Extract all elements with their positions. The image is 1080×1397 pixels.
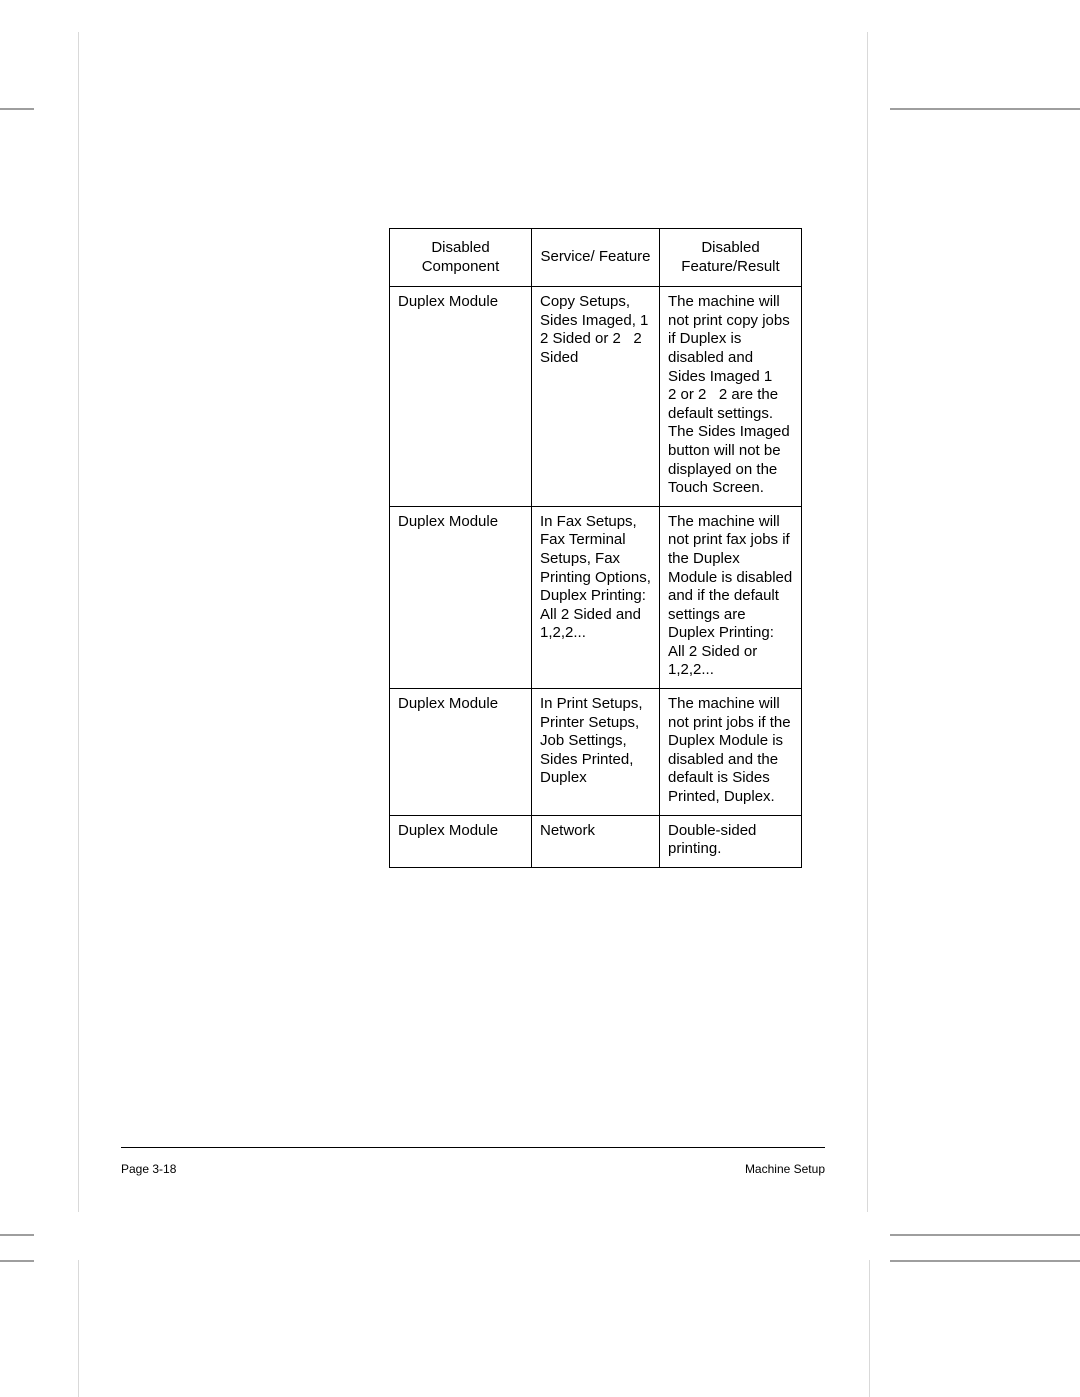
table-row: Duplex Module Network Double-sided print… — [390, 815, 802, 867]
cell-text: The machine will not print fax jobs if t… — [668, 513, 796, 679]
crop-mark — [0, 108, 34, 110]
cell-text: Double-sided printing. — [668, 822, 761, 858]
cell-component: Duplex Module — [390, 689, 532, 816]
duplex-table-wrap: Disabled Component Service/ Feature Disa… — [389, 228, 801, 868]
cell-component: Duplex Module — [390, 287, 532, 507]
table-row: Duplex Module Copy Setups, Sides Imaged,… — [390, 287, 802, 507]
cell-result: The machine will not print jobs if the D… — [660, 689, 802, 816]
crop-mark — [890, 1260, 1080, 1262]
cell-text: In Fax Setups, Fax Terminal Setups, Fax … — [540, 513, 655, 642]
crop-mark — [0, 1260, 34, 1262]
table-header-row: Disabled Component Service/ Feature Disa… — [390, 229, 802, 287]
footer-left: Page 3-18 — [121, 1162, 176, 1176]
table-row: Duplex Module In Fax Setups, Fax Termina… — [390, 506, 802, 688]
cell-text: Duplex Module — [398, 513, 498, 530]
page: Disabled Component Service/ Feature Disa… — [78, 32, 868, 1212]
cell-component: Duplex Module — [390, 815, 532, 867]
cell-result: Double-sided printing. — [660, 815, 802, 867]
header-text: Disabled Component — [422, 239, 500, 275]
duplex-table: Disabled Component Service/ Feature Disa… — [389, 228, 802, 868]
header-text: Disabled Feature/Result — [681, 239, 779, 275]
col-header-disabled-component: Disabled Component — [390, 229, 532, 287]
cell-text: Duplex Module — [398, 695, 498, 712]
col-header-service-feature: Service/ Feature — [532, 229, 660, 287]
cell-service: In Fax Setups, Fax Terminal Setups, Fax … — [532, 506, 660, 688]
cell-result: The machine will not print fax jobs if t… — [660, 506, 802, 688]
cell-text: The machine will not print jobs if the D… — [668, 695, 795, 805]
cell-service: In Print Setups, Printer Setups, Job Set… — [532, 689, 660, 816]
cell-component: Duplex Module — [390, 506, 532, 688]
cell-text: Duplex Module — [398, 822, 498, 839]
cell-result: The machine will not print copy jobs if … — [660, 287, 802, 507]
page-footer: Page 3-18 Machine Setup — [121, 1147, 825, 1176]
crop-mark — [890, 108, 1080, 110]
crop-mark — [0, 1234, 34, 1236]
cell-text: Duplex Module — [398, 293, 498, 310]
cell-text: The machine will not print copy jobs if … — [668, 293, 794, 496]
next-page-fragment — [78, 1260, 870, 1397]
footer-right: Machine Setup — [745, 1162, 825, 1176]
crop-mark — [890, 1234, 1080, 1236]
table-row: Duplex Module In Print Setups, Printer S… — [390, 689, 802, 816]
cell-text: Copy Setups, Sides Imaged, 1 2 Sided or … — [540, 293, 661, 366]
cell-service: Copy Setups, Sides Imaged, 1 2 Sided or … — [532, 287, 660, 507]
cell-service: Network — [532, 815, 660, 867]
cell-text: In Print Setups, Printer Setups, Job Set… — [540, 695, 647, 786]
col-header-disabled-result: Disabled Feature/Result — [660, 229, 802, 287]
header-text: Service/ Feature — [540, 248, 650, 265]
cell-text: Network — [540, 822, 595, 839]
